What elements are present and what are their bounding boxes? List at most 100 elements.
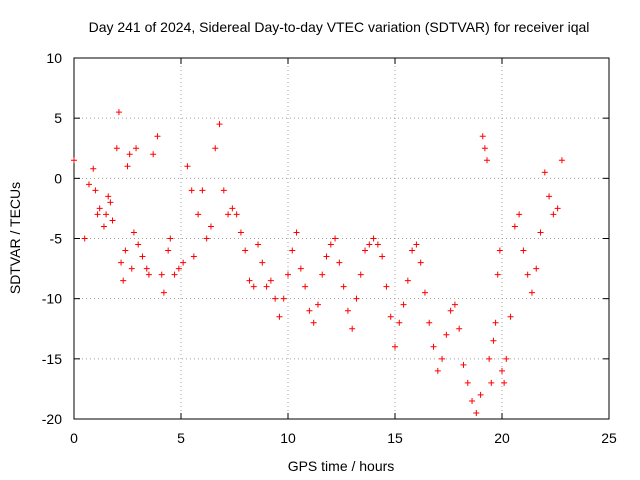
data-point bbox=[113, 145, 120, 152]
x-tick-label: 10 bbox=[280, 430, 296, 446]
data-point bbox=[302, 283, 309, 290]
data-point bbox=[118, 259, 125, 266]
data-point bbox=[533, 265, 540, 272]
data-point bbox=[456, 325, 463, 332]
data-point bbox=[250, 283, 257, 290]
data-point bbox=[511, 223, 518, 230]
data-point bbox=[357, 271, 364, 278]
y-axis-label: SDTVAR / TECUs bbox=[7, 182, 23, 294]
x-tick-label: 5 bbox=[177, 430, 185, 446]
data-point bbox=[409, 247, 416, 254]
data-point bbox=[175, 265, 182, 272]
data-point bbox=[154, 133, 161, 140]
y-tick-label: -20 bbox=[42, 411, 62, 427]
data-point bbox=[107, 199, 114, 206]
data-point bbox=[263, 283, 270, 290]
data-point bbox=[297, 265, 304, 272]
data-point bbox=[115, 109, 122, 116]
data-point bbox=[160, 289, 167, 296]
data-point bbox=[122, 247, 129, 254]
data-point bbox=[366, 241, 373, 248]
data-point bbox=[349, 325, 356, 332]
data-point bbox=[220, 187, 227, 194]
data-point bbox=[126, 151, 133, 158]
data-point bbox=[413, 241, 420, 248]
data-point bbox=[327, 241, 334, 248]
data-point bbox=[103, 211, 110, 218]
data-point bbox=[332, 235, 339, 242]
data-point bbox=[499, 367, 505, 374]
data-point bbox=[92, 187, 99, 194]
data-point bbox=[188, 187, 195, 194]
data-point bbox=[494, 271, 501, 278]
data-point bbox=[421, 289, 428, 296]
data-point bbox=[229, 205, 236, 212]
data-point bbox=[310, 319, 317, 326]
data-point bbox=[135, 241, 142, 248]
data-point bbox=[143, 265, 150, 272]
data-point bbox=[550, 211, 557, 218]
y-tick-label: -10 bbox=[42, 291, 62, 307]
data-point bbox=[165, 247, 172, 254]
data-point bbox=[396, 319, 403, 326]
data-point bbox=[486, 355, 493, 362]
data-point bbox=[528, 289, 535, 296]
data-point bbox=[216, 121, 223, 128]
data-point bbox=[336, 259, 343, 266]
data-point bbox=[133, 145, 140, 152]
data-point bbox=[96, 205, 103, 212]
y-tick-label: 0 bbox=[54, 170, 62, 186]
data-point bbox=[71, 157, 77, 164]
data-point bbox=[171, 271, 178, 278]
data-point bbox=[379, 253, 386, 260]
data-point bbox=[400, 301, 407, 308]
data-point bbox=[541, 169, 548, 176]
data-point bbox=[203, 235, 210, 242]
data-point bbox=[404, 277, 411, 284]
data-point bbox=[370, 235, 377, 242]
y-tick-label: -5 bbox=[50, 231, 63, 247]
y-tick-label: -15 bbox=[42, 351, 62, 367]
data-point bbox=[184, 163, 191, 170]
data-point bbox=[195, 211, 202, 218]
data-point bbox=[362, 247, 369, 254]
data-point bbox=[392, 343, 398, 350]
data-point bbox=[451, 301, 458, 308]
data-point bbox=[546, 193, 553, 200]
data-point bbox=[319, 271, 326, 278]
x-axis-label: GPS time / hours bbox=[288, 458, 395, 474]
data-point bbox=[225, 211, 232, 218]
data-point bbox=[447, 307, 454, 314]
data-point bbox=[85, 181, 92, 188]
data-point bbox=[120, 277, 127, 284]
data-point bbox=[100, 223, 107, 230]
chart-title: Day 241 of 2024, Sidereal Day-to-day VTE… bbox=[89, 19, 590, 35]
data-point bbox=[105, 193, 112, 200]
x-tick-label: 0 bbox=[70, 430, 78, 446]
data-point bbox=[426, 319, 433, 326]
data-point bbox=[267, 277, 274, 284]
y-tick-label: 10 bbox=[46, 50, 62, 66]
data-point bbox=[558, 157, 565, 164]
axis-ticks: 0 5 10 15 20 25 -20 -15 -10 -5 0 5 10 bbox=[42, 50, 617, 446]
data-point bbox=[344, 307, 351, 314]
data-point bbox=[207, 223, 214, 230]
data-point bbox=[430, 343, 437, 350]
data-point bbox=[246, 277, 253, 284]
data-point bbox=[285, 271, 291, 278]
data-point bbox=[520, 247, 527, 254]
data-point bbox=[94, 211, 101, 218]
grid bbox=[74, 58, 609, 419]
data-point bbox=[374, 241, 381, 248]
data-point bbox=[464, 379, 471, 386]
data-point bbox=[524, 271, 531, 278]
x-tick-label: 15 bbox=[387, 430, 403, 446]
data-point bbox=[139, 253, 146, 260]
data-point bbox=[180, 259, 187, 266]
data-point bbox=[212, 145, 219, 152]
data-point bbox=[323, 253, 330, 260]
data-point bbox=[255, 241, 262, 248]
data-point bbox=[460, 361, 467, 368]
data-point bbox=[314, 301, 321, 308]
